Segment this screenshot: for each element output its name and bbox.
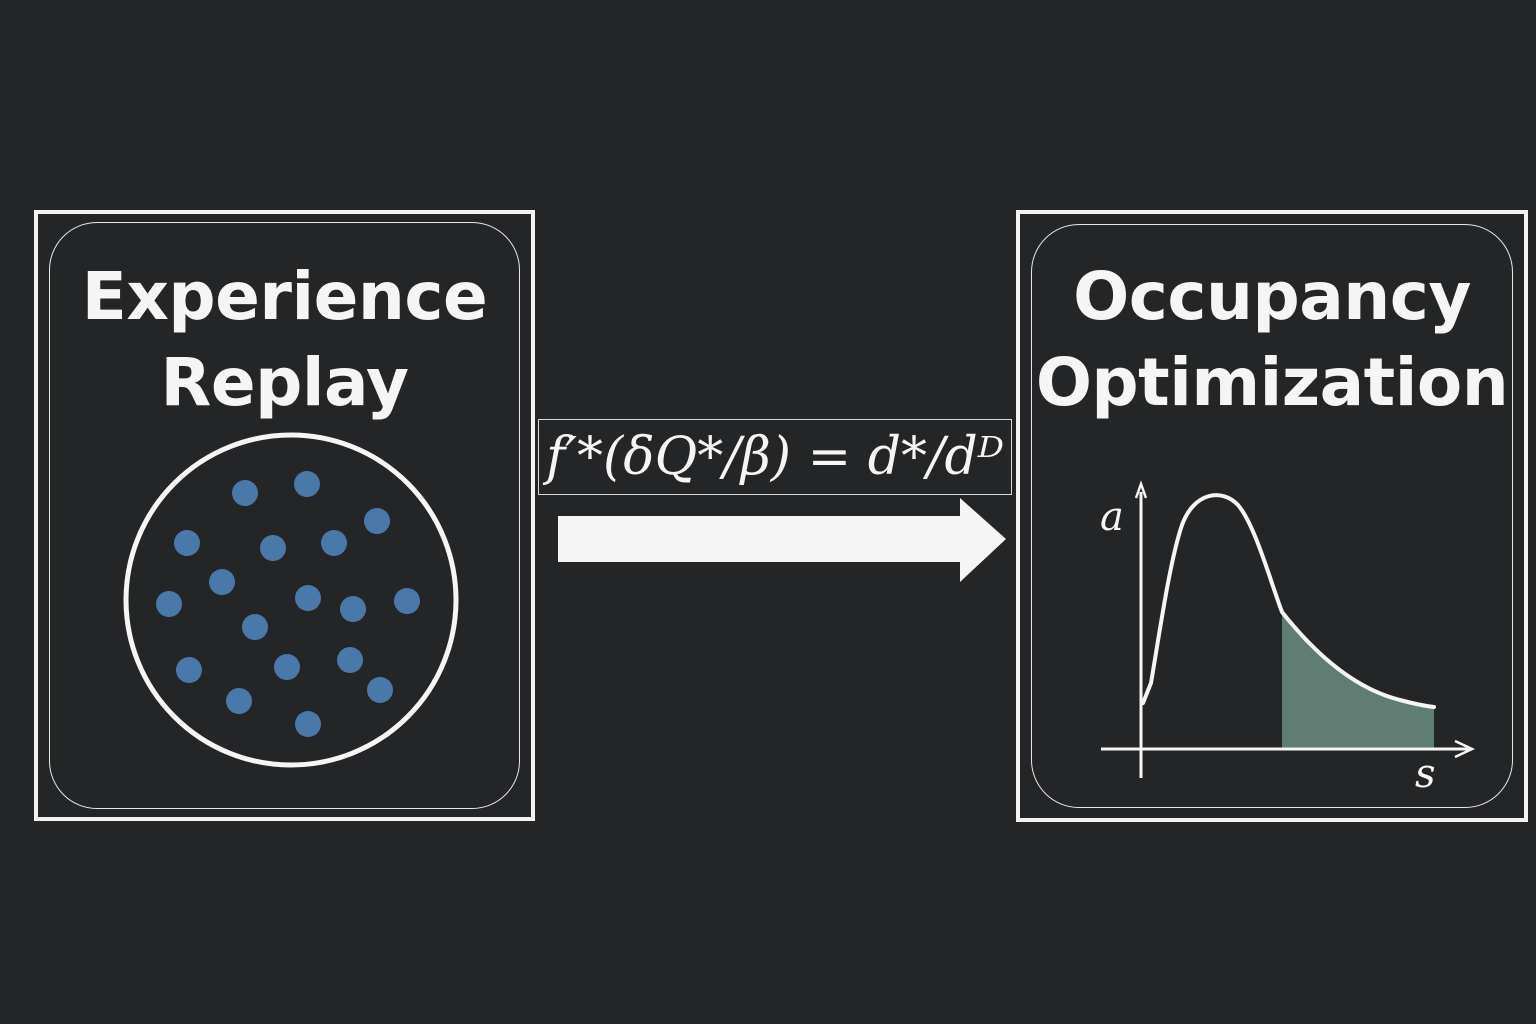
occupancy-optimization-title-line2: Optimization <box>1035 344 1509 421</box>
replay-dot <box>394 588 420 614</box>
replay-dot <box>340 596 366 622</box>
replay-dot <box>321 530 347 556</box>
replay-dot <box>232 480 258 506</box>
x-axis-label: s <box>1415 751 1436 797</box>
experience-replay-title-line1: Experience <box>81 258 488 335</box>
occupancy-optimization-title: Occupancy Optimization <box>1020 254 1524 426</box>
replay-dot <box>295 711 321 737</box>
replay-dot <box>274 654 300 680</box>
y-axis-label: a <box>1100 494 1124 540</box>
occupancy-optimization-panel: Occupancy Optimization <box>1016 210 1528 822</box>
replay-dot <box>294 471 320 497</box>
replay-dot <box>337 647 363 673</box>
experience-replay-panel: Experience Replay <box>34 210 535 821</box>
y-axis-arrowhead <box>1134 480 1148 499</box>
occupancy-plot-icon: a s <box>1100 480 1475 797</box>
replay-dot <box>295 585 321 611</box>
replay-dot <box>209 569 235 595</box>
replay-dot <box>176 657 202 683</box>
replay-buffer-circle <box>123 432 459 768</box>
right-arrow-icon <box>558 498 1006 582</box>
replay-dot <box>156 591 182 617</box>
replay-dot <box>367 677 393 703</box>
occupancy-curve <box>1141 493 1436 709</box>
replay-buffer-dots <box>156 471 420 737</box>
formula-label: f′*(δQ*/β) = d*/dᴰ <box>538 419 1012 495</box>
replay-dot <box>174 530 200 556</box>
experience-replay-title: Experience Replay <box>38 254 531 426</box>
occupancy-optimization-inner-frame <box>1031 224 1513 808</box>
x-axis-arrowhead <box>1454 739 1475 759</box>
occupancy-optimization-title-line1: Occupancy <box>1073 258 1471 335</box>
experience-replay-inner-frame <box>49 222 520 809</box>
replay-dot <box>364 508 390 534</box>
replay-dot <box>226 688 252 714</box>
occupancy-shaded-region <box>1282 612 1434 749</box>
replay-buffer-icon <box>123 432 459 768</box>
replay-dot <box>260 535 286 561</box>
experience-replay-title-line2: Replay <box>160 344 409 421</box>
replay-dot <box>242 614 268 640</box>
